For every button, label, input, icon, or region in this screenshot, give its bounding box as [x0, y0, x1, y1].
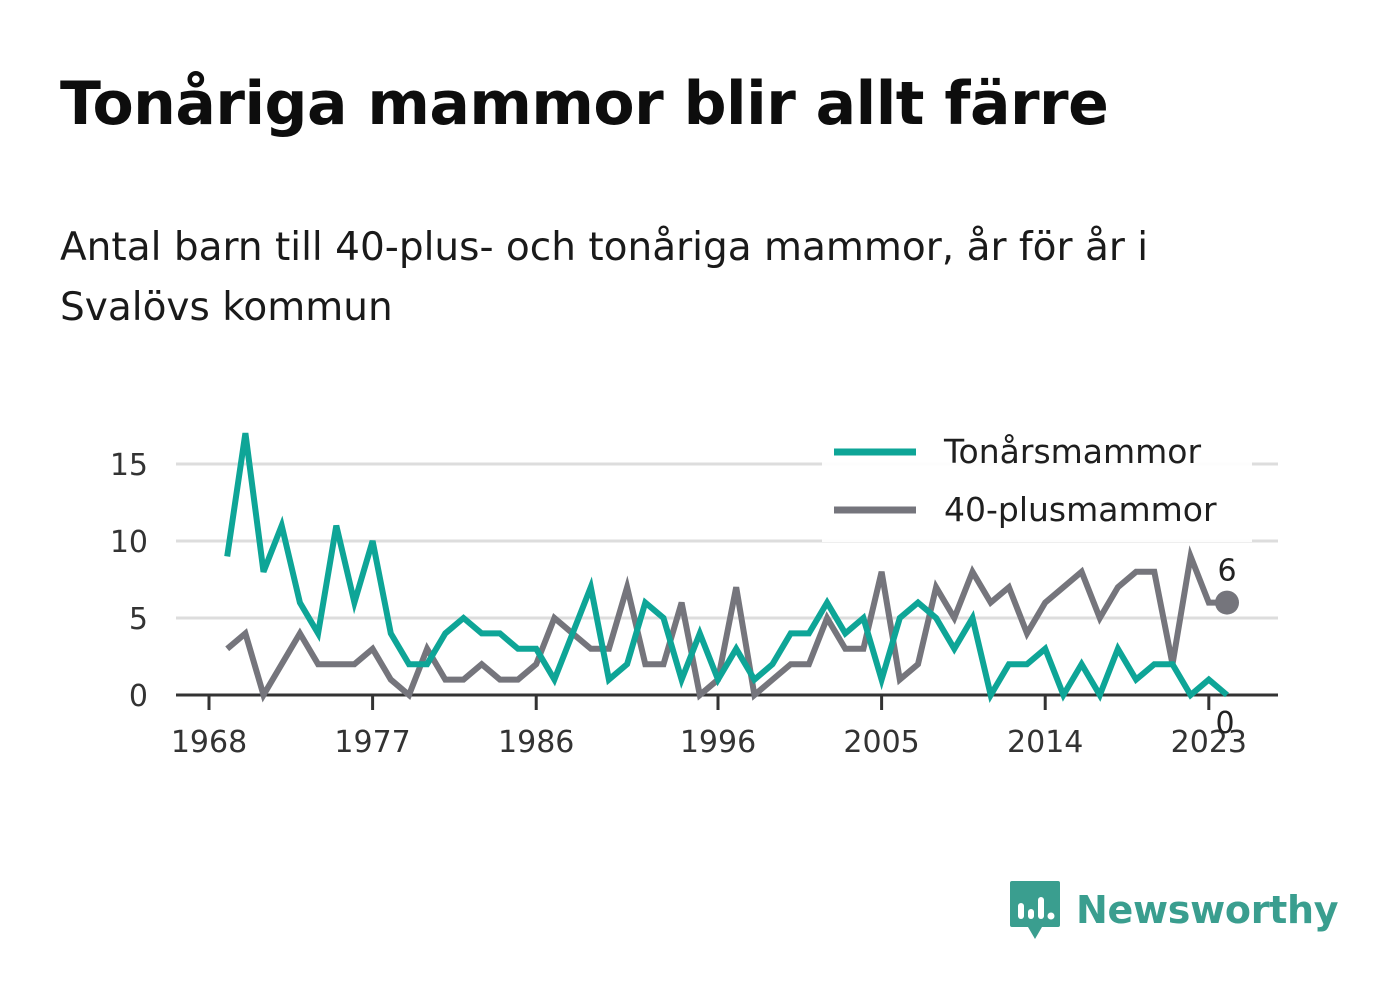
legend: Tonårsmammor 40-plusmammor: [822, 420, 1252, 542]
end-label-ton-rsmammor: 0: [1215, 706, 1234, 741]
legend-background: [822, 420, 1252, 542]
x-axis: 1968 1977 1986 1996 2005 2014 2023: [171, 693, 1278, 760]
x-tick-label-2005: 2005: [843, 725, 919, 760]
x-tick-label-2014: 2014: [1007, 725, 1083, 760]
x-tick-label-1986: 1986: [498, 725, 574, 760]
chart-title: Tonåriga mammor blir allt färre: [60, 69, 1109, 139]
series-line-40-plusmammor: [225, 545, 1227, 703]
x-tick-label-1996: 1996: [680, 725, 756, 760]
y-tick-label-0: 0: [129, 679, 148, 714]
x-tick-label-1968: 1968: [171, 725, 247, 760]
end-dot-40-plusmammor: [1215, 590, 1239, 615]
x-tick-label-1977: 1977: [334, 725, 410, 760]
end-labels: 60: [1215, 554, 1239, 741]
y-tick-label-5: 5: [129, 602, 148, 637]
legend-label-40-plusmammor: 40-plusmammor: [944, 490, 1217, 529]
series-lines: [224, 432, 1229, 703]
chart-subtitle: Antal barn till 40-plus- och tonåriga ma…: [60, 225, 1149, 330]
x-tick-label-2023: 2023: [1171, 725, 1247, 760]
end-label-40-plusmammor: 6: [1217, 554, 1236, 589]
legend-label-ton-rsmammor: Tonårsmammor: [943, 432, 1201, 471]
brand-name: Newsworthy: [1076, 888, 1339, 932]
y-axis: 0 5 10 15: [110, 448, 148, 714]
y-tick-label-10: 10: [110, 525, 148, 560]
y-tick-label-15: 15: [110, 448, 148, 483]
series-line-ton-rsmammor: [224, 432, 1229, 703]
newsworthy-logo-icon: [1010, 881, 1060, 939]
brand-logo: Newsworthy: [1008, 878, 1339, 942]
